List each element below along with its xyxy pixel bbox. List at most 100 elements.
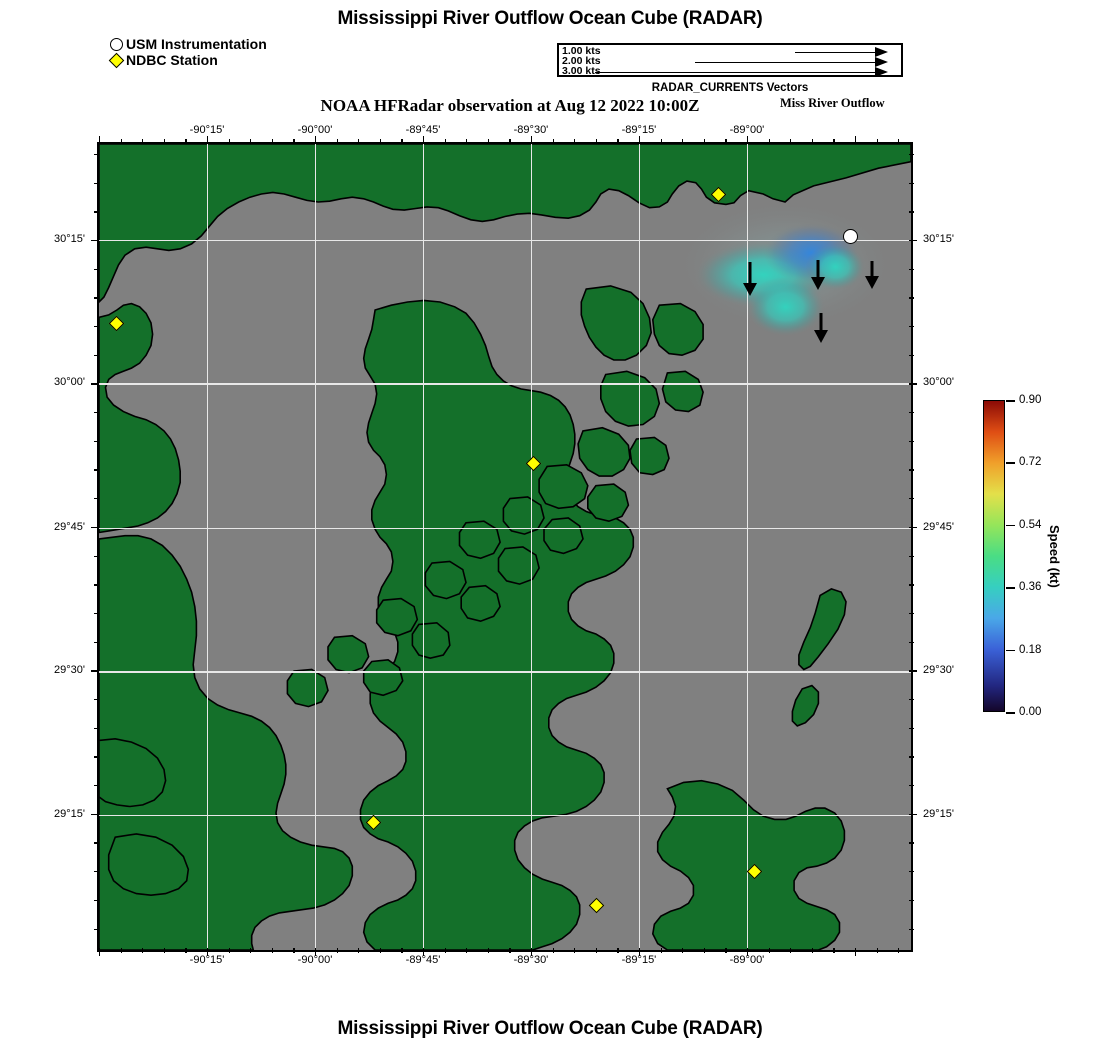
axis-tick-y — [91, 526, 99, 529]
axis-tick-x — [142, 948, 144, 953]
axis-tick-y — [909, 412, 914, 414]
axis-label-latitude: 29°30' — [923, 664, 954, 677]
axis-tick-x — [509, 139, 511, 144]
landmass-polygon — [651, 302, 704, 357]
axis-tick-y — [94, 498, 99, 500]
landmass-polygon — [99, 302, 181, 534]
landmass-polygon — [577, 426, 631, 477]
axis-label-latitude: 29°45' — [54, 520, 85, 533]
vector-key-row: 3.00 kts — [559, 66, 901, 78]
axis-tick-y — [94, 641, 99, 643]
vector-key-shaft — [595, 72, 875, 73]
axis-tick-x — [682, 948, 684, 953]
axis-tick-y — [909, 182, 914, 184]
axis-tick-x — [768, 139, 770, 144]
axis-tick-x — [660, 948, 662, 953]
axis-tick-y — [94, 612, 99, 615]
axis-tick-x — [595, 139, 598, 144]
vector-key-shaft — [695, 62, 875, 63]
axis-tick-x — [617, 139, 619, 144]
axis-tick-x — [336, 139, 338, 144]
axis-tick-y — [94, 555, 99, 557]
axis-tick-x — [358, 139, 360, 144]
grid-line-vertical — [530, 144, 533, 950]
axis-tick-y — [94, 469, 99, 471]
axis-tick-x — [379, 948, 382, 953]
axis-tick-x — [638, 948, 641, 956]
axis-label-longitude: -89°45' — [405, 954, 441, 966]
axis-label-longitude: -89°30' — [513, 954, 549, 966]
landmass-polygon — [286, 668, 329, 708]
grid-line-vertical — [746, 144, 749, 950]
axis-tick-y — [909, 325, 914, 328]
axis-tick-y — [94, 412, 99, 414]
axis-tick-x — [574, 139, 576, 144]
axis-tick-x — [466, 948, 468, 953]
colorbar-tick — [1006, 400, 1015, 402]
axis-tick-y — [94, 440, 99, 443]
axis-tick-y — [909, 756, 914, 758]
axis-tick-y — [909, 842, 914, 844]
axis-tick-x — [314, 136, 317, 144]
landmass-polygon — [497, 546, 540, 585]
axis-tick-x — [898, 139, 900, 144]
colorbar-title: Speed (kt) — [1047, 524, 1062, 588]
axis-tick-y — [94, 182, 99, 184]
footer-title: Mississippi River Outflow Ocean Cube (RA… — [337, 1018, 763, 1039]
axis-tick-y — [94, 871, 99, 873]
axis-tick-x — [142, 139, 144, 144]
grid-line-horizontal — [99, 527, 911, 530]
axis-tick-x — [574, 948, 576, 953]
axis-tick-x — [768, 948, 770, 953]
landmass-polygon — [375, 597, 419, 637]
axis-tick-y — [909, 928, 914, 930]
colorbar-tick — [1006, 712, 1015, 714]
axis-label-longitude: -90°15' — [189, 954, 225, 966]
axis-tick-x — [358, 948, 360, 953]
axis-label-longitude: -89°45' — [405, 124, 441, 136]
axis-tick-x — [833, 948, 835, 953]
landmass-polygon — [362, 658, 404, 697]
legend-item-usm: USM Instrumentation — [110, 36, 267, 52]
axis-tick-y — [909, 498, 914, 500]
axis-tick-x — [422, 136, 425, 144]
axis-tick-x — [206, 948, 209, 956]
usm-instrumentation-marker[interactable] — [842, 229, 858, 245]
landmass-polygon — [586, 483, 630, 523]
map-plot-area[interactable] — [97, 142, 913, 952]
colorbar-tick-label: 0.00 — [1019, 706, 1042, 718]
axis-label-latitude: 29°15' — [923, 807, 954, 820]
axis-tick-x — [293, 948, 295, 953]
vector-key-caption: RADAR_CURRENTS Vectors — [651, 82, 809, 94]
axis-tick-x — [444, 948, 446, 953]
landmass-polygon — [580, 285, 653, 361]
axis-tick-x — [898, 948, 900, 953]
axis-tick-y — [909, 584, 914, 586]
current-vector-arrow — [810, 260, 825, 291]
axis-tick-y — [94, 756, 99, 758]
axis-tick-x — [876, 139, 878, 144]
axis-tick-x — [746, 948, 749, 956]
colorbar-tick-label: 0.36 — [1019, 581, 1042, 594]
axis-tick-y — [94, 699, 99, 701]
axis-tick-x — [854, 136, 857, 144]
axis-label-longitude: -89°15' — [621, 124, 657, 136]
axis-tick-x — [530, 136, 533, 144]
grid-line-horizontal — [99, 239, 911, 242]
axis-tick-x — [401, 948, 403, 953]
axis-tick-y — [909, 612, 914, 615]
colorbar-tick-label: 0.90 — [1019, 394, 1042, 406]
axis-tick-x — [703, 948, 706, 953]
axis-tick-x — [120, 948, 122, 953]
axis-tick-x — [314, 948, 317, 956]
axis-tick-y — [909, 297, 914, 299]
grid-line-horizontal — [99, 814, 911, 816]
axis-tick-x — [617, 948, 619, 953]
axis-tick-x — [120, 139, 122, 144]
colorbar-tick — [1006, 462, 1015, 464]
axis-tick-y — [909, 555, 914, 557]
axis-tick-y — [94, 268, 99, 270]
colorbar-tick-label: 0.18 — [1019, 643, 1042, 656]
landmass-polygon — [458, 520, 501, 560]
axis-tick-y — [91, 383, 99, 385]
